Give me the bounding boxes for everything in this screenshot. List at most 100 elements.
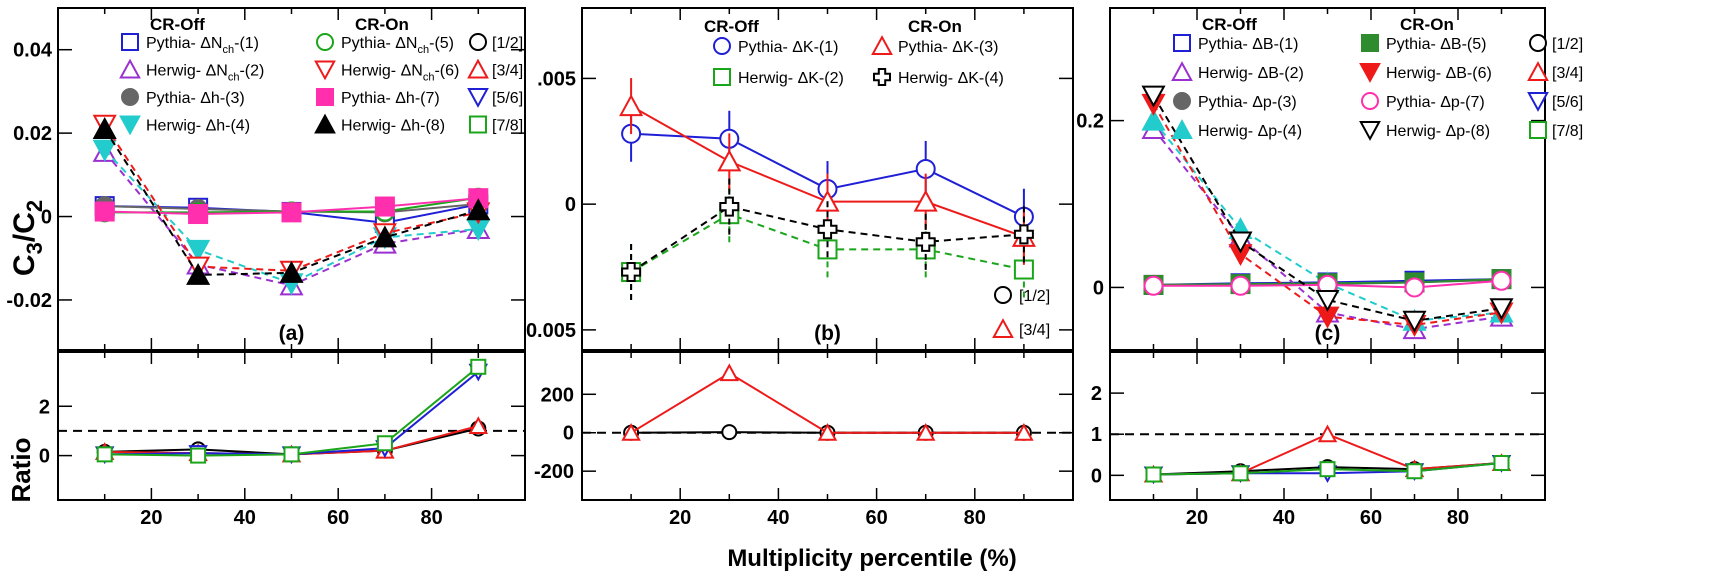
legend-header: CR-Off [704,17,759,36]
data-point-shape [719,196,740,217]
data-point-shape [1489,298,1514,321]
legend-header: CR-On [1400,15,1454,34]
data-point-shape [186,262,211,285]
legend-header: CR-On [355,15,409,34]
data-point-shape [92,116,117,139]
panel-label: (b) [814,322,841,345]
legend-marker-shape [1173,34,1191,52]
top-frame [57,7,526,351]
ratio-point [1406,463,1423,480]
legend-label: Pythia- ΔB-(5) [1386,36,1486,53]
legend-label: Pythia- ΔNch-(5) [341,35,454,56]
data-point-shape [1141,108,1166,131]
x-tick-label: 80 [964,507,986,529]
legend-marker-shape [1173,92,1191,110]
data-point [1141,108,1166,131]
data-point-shape [188,204,209,225]
y-tick-label-top: 0.005 [526,320,576,342]
data-point [1404,277,1425,298]
legend-marker [1361,34,1379,52]
legend-label: Herwig- Δp-(4) [1198,123,1302,140]
ratio-point [721,424,738,441]
data-point-shape [915,231,936,252]
legend-label: Herwig- ΔK-(2) [738,70,844,87]
data-point-shape [1402,310,1427,333]
data-point-shape [1141,85,1166,108]
x-axis-label: Multiplicity percentile (%) [727,545,1016,572]
ratio-point-shape [621,422,641,441]
data-point-shape [1315,289,1340,312]
ratio-point [1014,422,1034,441]
legend-label: [1/2] [492,35,523,52]
legend-label: Pythia- Δh-(7) [341,90,440,107]
data-point-shape [94,201,115,222]
legend-label: [3/4] [492,63,523,80]
y-tick-label-top: 0.2 [1076,111,1104,133]
legend-label: Pythia- ΔNch-(1) [146,35,259,56]
x-tick-label: 80 [420,507,442,529]
legend-marker [1529,34,1547,52]
data-point [1228,231,1253,254]
legend-marker-shape [994,286,1012,304]
y-tick-label-ratio: 1 [1091,424,1102,446]
data-point-shape [817,219,838,240]
legend-marker-shape [121,88,139,106]
legend-label: Herwig- ΔB-(2) [1198,65,1304,82]
legend-marker-shape [469,115,487,134]
ratio-point [96,446,113,463]
legend-marker [469,33,487,51]
x-tick-label: 20 [140,507,162,529]
x-tick-label: 60 [327,507,349,529]
legend-marker [314,60,336,81]
ratio-point-shape [283,446,300,463]
legend-header: CR-Off [150,15,205,34]
x-tick-label: 80 [1447,507,1469,529]
data-point [94,201,115,222]
ratio-point-shape [915,422,936,441]
legend-marker-shape [1359,121,1381,141]
legend-label: [3/4] [1019,322,1050,339]
x-tick-label: 60 [865,507,887,529]
data-point [817,239,838,260]
ratio-point-shape [1232,465,1249,482]
data-point-shape [1013,224,1034,245]
legend-marker [1527,61,1549,81]
legend-label: Herwig- Δp-(8) [1386,123,1490,140]
legend-marker-shape [467,88,489,108]
legend-marker-shape [1171,61,1193,81]
legend-marker [119,58,141,79]
legend-label: Herwig- Δh-(8) [341,118,445,135]
y-tick-label-top: 0 [1093,277,1104,299]
legend-marker [1171,119,1193,139]
legend-label: [3/4] [1552,65,1583,82]
legend-marker-shape [713,68,731,86]
ratio-point [1493,455,1510,471]
ratio-point [190,447,207,464]
ratio-point [719,363,740,382]
legend-marker-shape [119,115,141,136]
legend-marker-shape [316,33,334,51]
data-point [717,149,742,172]
legend-header: CR-Off [1202,15,1257,34]
legend-marker [469,115,487,134]
legend-marker-shape [992,318,1014,338]
legend-label: [1/2] [1019,288,1050,305]
y-axis-label-top: C3/C2 [8,200,47,276]
ratio-point-shape [470,358,487,375]
x-tick-label: 60 [1360,507,1382,529]
legend-marker-shape [1171,119,1193,139]
legend-label: [5/6] [492,90,523,107]
data-point-shape [815,189,840,212]
ratio-point [1317,424,1338,443]
ratio-point [1319,461,1336,478]
data-point [1143,275,1164,296]
data-point-shape [1228,231,1253,254]
legend-marker-shape [1529,121,1547,139]
ratio-point-shape [719,363,740,382]
data-point [281,202,302,223]
legend-marker-shape [713,37,731,55]
legend-marker [316,33,334,51]
ratio-point-shape [817,422,838,441]
legend-marker-shape [1527,61,1549,81]
